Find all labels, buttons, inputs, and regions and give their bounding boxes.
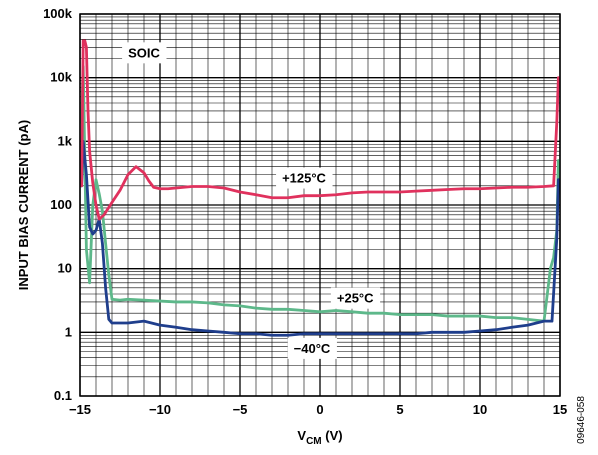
x-tick-label: −15: [69, 402, 91, 417]
y-tick-label: 10: [58, 261, 72, 276]
annotation-label: −40°C: [294, 341, 331, 356]
y-tick-label: 1k: [58, 133, 73, 148]
x-axis-title-subscript: CM: [306, 436, 322, 447]
annotation: +125°C: [276, 167, 333, 189]
annotation: −40°C: [287, 337, 337, 359]
plot-frame: [79, 13, 561, 397]
y-tick-label: 100: [50, 197, 72, 212]
y-tick-label: 100k: [43, 6, 73, 21]
annotation-label: +125°C: [282, 171, 326, 186]
x-axis-title: VCM (V): [297, 428, 342, 447]
x-tick-label: 5: [396, 402, 403, 417]
y-tick-label: 1: [65, 324, 72, 339]
y-tick-label: 10k: [50, 70, 72, 85]
x-axis-title-main: V: [297, 428, 306, 443]
annotation-box: [330, 287, 381, 309]
annotation-box: [287, 337, 337, 359]
series-line: [80, 139, 560, 337]
series-line: [80, 39, 560, 221]
annotation-box: [276, 167, 333, 189]
annotations: SOIC +125°C +25°C −40°C: [122, 42, 381, 359]
annotation-label: SOIC: [128, 45, 160, 60]
series-layer: [80, 39, 560, 337]
y-tick-labels: 0.1 1 10 100 1k 10k 100k: [43, 6, 73, 403]
x-tick-labels: −15 −10 −5 0 5 10 15: [69, 402, 567, 417]
annotation-label: +25°C: [337, 291, 374, 306]
y-axis-title: INPUT BIAS CURRENT (pA): [16, 120, 31, 290]
annotation: SOIC: [122, 42, 167, 64]
x-axis-title-unit: (V): [322, 428, 343, 443]
annotation-box: [122, 42, 167, 64]
y-tick-label: 0.1: [54, 388, 72, 403]
x-tick-label: 15: [553, 402, 567, 417]
x-tick-label: −5: [233, 402, 248, 417]
x-tick-label: 0: [316, 402, 323, 417]
x-tick-label: 10: [473, 402, 487, 417]
x-tick-label: −10: [149, 402, 171, 417]
annotation: +25°C: [330, 287, 381, 309]
series-line: [80, 65, 560, 323]
figure-code-label: 09646-058: [576, 396, 587, 444]
